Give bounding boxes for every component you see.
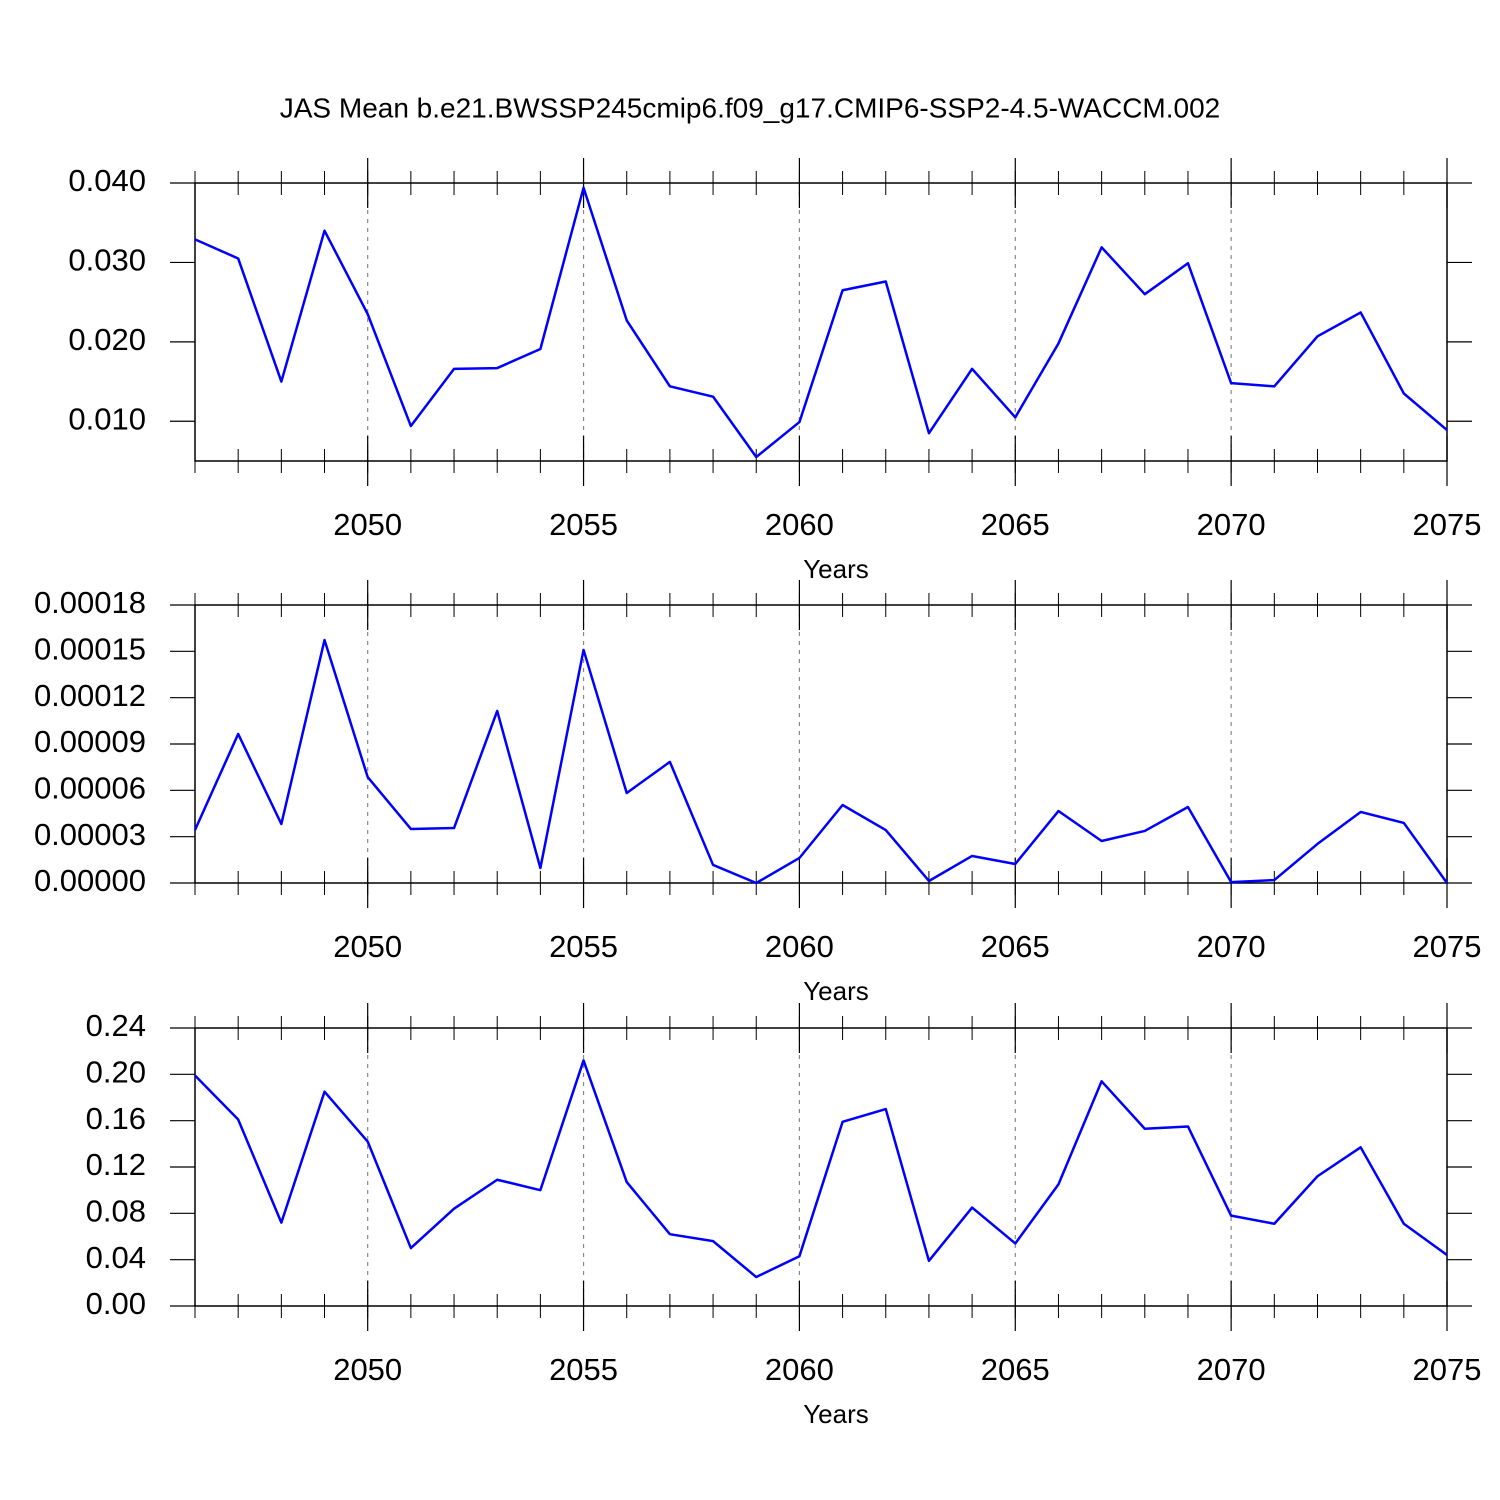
plot-frame [194, 604, 1448, 884]
y-axis-label-part: 2 [38, 1049, 57, 1058]
x-tick-label: 2055 [549, 929, 618, 964]
x-tick-label: 2065 [981, 1352, 1050, 1387]
y-tick-label: 0.00 [86, 1286, 146, 1321]
x-tick-label: 2065 [981, 507, 1050, 542]
x-tick-label: 2055 [549, 1352, 618, 1387]
y-tick-label: 0.08 [86, 1194, 146, 1229]
y-tick-label: 0.04 [86, 1240, 146, 1275]
y-axis-label-part: 12 [38, 1087, 57, 1106]
x-axis-label: Years [803, 554, 869, 584]
y-tick-label: 0.24 [86, 1008, 146, 1043]
y-axis-label-part: Bar Ice Volume 10 [23, 244, 53, 456]
plot-frame [194, 1027, 1448, 1307]
data-line [193, 638, 1449, 885]
y-axis-label-part: m [41, 1058, 71, 1087]
y-tick-label: 0.00000 [34, 863, 146, 898]
x-tick-label: 2075 [1413, 1352, 1482, 1387]
y-tick-label: 0.00012 [34, 678, 146, 713]
y-tick-label: 0.20 [86, 1055, 146, 1090]
y-axis-label-part: Bar Ice Area 10 [41, 1106, 71, 1285]
x-tick-label: 2055 [549, 507, 618, 542]
x-tick-label: 2070 [1197, 507, 1266, 542]
data-line [194, 186, 1448, 459]
x-tick-label: 2050 [333, 1352, 402, 1387]
y-tick-label: 0.010 [68, 401, 146, 436]
y-tick-label: 0.00003 [34, 817, 146, 852]
y-tick-label: 0.00018 [34, 585, 146, 620]
panel: 2050 2055 2060 2065 2070 2075 0.00000 0.00003 0.… [34, 580, 1482, 1006]
x-tick-label: 2065 [981, 929, 1050, 964]
y-axis-label-part: m [23, 197, 53, 226]
y-tick-label: 0.12 [86, 1147, 146, 1182]
x-axis-label: Years [803, 1399, 869, 1429]
x-tick-label: 2050 [333, 507, 402, 542]
y-axis-label: Bar Ice Volume 1013 m3 [20, 187, 53, 457]
plot-frame [194, 182, 1448, 462]
y-tick-label: 0.00006 [34, 771, 146, 806]
x-tick-label: 2075 [1413, 929, 1482, 964]
x-tick-label: 2060 [765, 929, 834, 964]
y-axis-label-part: 3 [20, 187, 39, 196]
x-tick-label: 2060 [765, 507, 834, 542]
y-tick-label: 0.040 [68, 163, 146, 198]
panel: 2050 2055 2060 2065 2070 2075 0.010 0.020 0.030 0… [20, 158, 1482, 584]
x-tick-label: 2070 [1197, 929, 1266, 964]
y-axis-label: Bar Ice Area 1012 m2 [38, 1049, 71, 1286]
y-tick-label: 0.030 [68, 243, 146, 278]
x-tick-label: 2070 [1197, 1352, 1266, 1387]
data-line [194, 1059, 1448, 1279]
y-tick-label: 0.00015 [34, 632, 146, 667]
y-tick-label: 0.00009 [34, 724, 146, 759]
x-axis-label: Years [803, 976, 869, 1006]
x-tick-label: 2075 [1413, 507, 1482, 542]
x-tick-label: 2060 [765, 1352, 834, 1387]
y-axis-label-part: 13 [20, 225, 39, 244]
y-tick-label: 0.020 [68, 322, 146, 357]
panel: 2050 2055 2060 2065 2070 2075 0.00 0.04 0.08 0.12… [38, 1003, 1482, 1429]
x-tick-label: 2050 [333, 929, 402, 964]
chart-title: JAS Mean b.e21.BWSSP245cmip6.f09_g17.CMI… [280, 92, 1221, 123]
y-tick-label: 0.16 [86, 1101, 146, 1136]
